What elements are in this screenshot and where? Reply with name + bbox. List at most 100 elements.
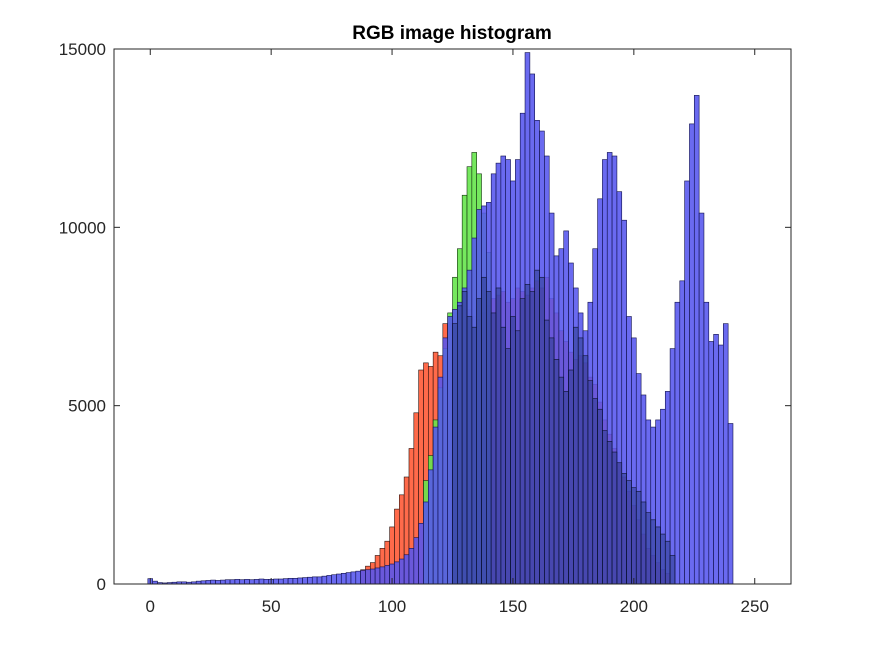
blue-overlap-bin-bar (515, 330, 521, 585)
blue-bin-bar (727, 423, 734, 585)
blue-overlap-bin-bar (640, 501, 647, 585)
blue-overlap-bin-bar (606, 441, 613, 585)
blue-bin-bar (263, 579, 270, 585)
blue-bin-bar (297, 577, 303, 585)
blue-overlap-bin-bar (486, 291, 492, 585)
blue-overlap-bin-bar (505, 348, 511, 585)
blue-bin-bar (713, 334, 719, 585)
blue-bin-bar (302, 577, 308, 585)
blue-overlap-bin-bar (650, 519, 656, 585)
blue-bin-bar (234, 579, 241, 585)
blue-bin-bar (689, 123, 695, 585)
blue-bin-bar (669, 348, 676, 585)
blue-overlap-bin-bar (471, 326, 477, 585)
blue-overlap-bin-bar (534, 269, 540, 585)
blue-overlap-bin-bar (621, 473, 627, 585)
blue-overlap-bin-bar (626, 480, 632, 585)
blue-bin-bar (384, 565, 390, 585)
blue-overlap-bin-bar (669, 555, 676, 585)
blue-overlap-bin-bar (481, 276, 487, 585)
blue-bin-bar (258, 578, 265, 585)
blue-overlap-bin-bar (597, 408, 603, 585)
blue-overlap-bin-bar (577, 337, 584, 585)
y-tick-label: 0 (97, 575, 106, 594)
blue-overlap-bin-bar (519, 298, 526, 585)
y-tick-label: 15000 (59, 40, 106, 59)
blue-bin-bar (379, 566, 386, 585)
blue-bin-bar (418, 523, 424, 585)
x-tick-label: 0 (146, 597, 155, 616)
blue-bin-bar (350, 571, 357, 585)
blue-bin-bar (437, 376, 444, 585)
blue-bin-bar (249, 579, 255, 585)
blue-bin-bar (316, 576, 323, 585)
blue-bin-bar (336, 573, 342, 585)
blue-overlap-bin-bar (568, 369, 574, 585)
blue-bin-bar (360, 570, 366, 585)
blue-overlap-bin-bar (655, 526, 661, 585)
blue-bin-bar (428, 469, 434, 585)
blue-bin-bar (708, 341, 714, 585)
blue-bin-bar (365, 569, 371, 585)
blue-overlap-bin-bar (461, 291, 468, 585)
blue-bin-bar (394, 561, 400, 585)
blue-bin-bar (307, 576, 313, 585)
blue-overlap-bin-bar (611, 451, 618, 585)
blue-overlap-bin-bar (582, 355, 589, 585)
x-tick-label: 150 (499, 597, 527, 616)
blue-overlap-bin-bar (660, 533, 666, 585)
blue-bin-bar (224, 579, 231, 585)
y-axis: 0 5000 10000 15000 (59, 40, 791, 594)
blue-overlap-bin-bar (631, 487, 637, 585)
blue-bin-bar (698, 212, 705, 585)
blue-bin-bar (447, 316, 453, 585)
blue-overlap-bin-bar (466, 316, 473, 585)
blue-overlap-bin-bar (510, 316, 516, 585)
blue-overlap-bin-bar (573, 326, 579, 585)
blue-overlap-bin-bar (452, 323, 458, 585)
blue-bin-bar (369, 568, 376, 585)
blue-bin-bar (413, 537, 419, 585)
blue-bin-bar (684, 180, 690, 585)
blue-overlap-bin-bar (592, 398, 598, 585)
blue-overlap-bin-bar (524, 284, 531, 585)
blue-bin-bar (722, 323, 729, 585)
blue-bin-bar (340, 572, 347, 585)
blue-overlap-bin-bar (587, 380, 594, 585)
blue-overlap-bin-bar (500, 326, 506, 585)
blue-bin-bar (215, 580, 221, 585)
blue-bin-bar (374, 567, 381, 585)
blue-overlap-bin-bar (645, 512, 652, 585)
blue-bin-bar (239, 579, 245, 585)
blue-overlap-bin-bar (548, 337, 555, 585)
blue-bin-bar (408, 548, 415, 585)
blue-bin-bar (693, 95, 700, 585)
blue-bin-bar (220, 579, 226, 585)
blue-bin-bar (355, 570, 361, 585)
blue-bin-bar (679, 280, 685, 585)
x-tick-label: 250 (741, 597, 769, 616)
blue-overlap-bin-bar (602, 430, 608, 585)
blue-bin-bar (423, 501, 429, 585)
blue-overlap-bin-bar (490, 312, 497, 585)
blue-bin-bar (703, 301, 710, 585)
blue-overlap-bin-bar (476, 298, 482, 585)
x-tick-label: 50 (262, 597, 281, 616)
blue-bin-bar (253, 579, 260, 585)
blue-bin-bar (287, 577, 294, 585)
blue-bin-bar (292, 577, 299, 585)
blue-bin-bar (331, 574, 337, 585)
blue-bin-bar (403, 554, 410, 585)
blue-bin-bar (326, 575, 332, 585)
blue-bin-bar (442, 337, 448, 585)
plot-frame (113, 48, 792, 585)
x-tick-label: 100 (378, 597, 406, 616)
blue-bin-bar (399, 558, 405, 585)
x-tick-label: 200 (620, 597, 648, 616)
blue-overlap-bin-bar (664, 540, 671, 585)
blue-bin-bar (278, 578, 284, 585)
blue-bin-bar (210, 579, 216, 585)
blue-bin-bar (244, 579, 250, 585)
